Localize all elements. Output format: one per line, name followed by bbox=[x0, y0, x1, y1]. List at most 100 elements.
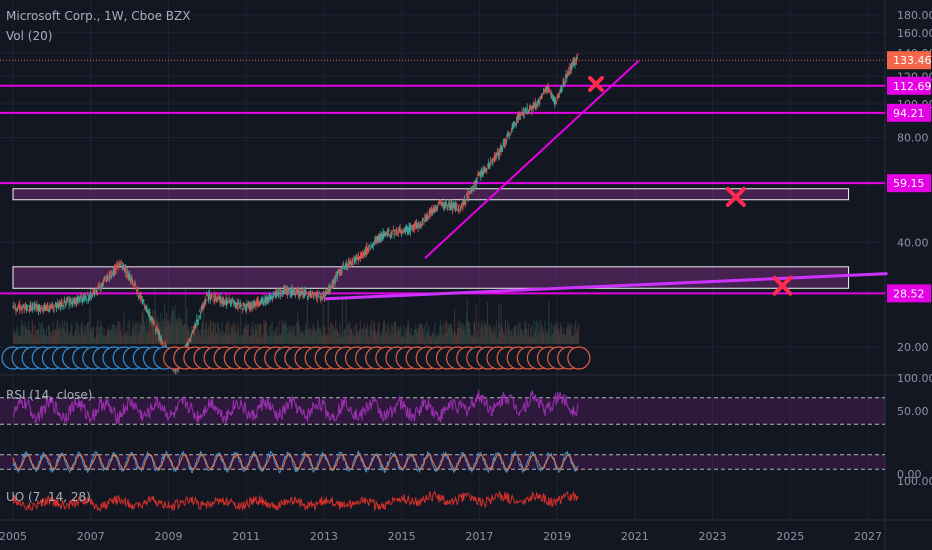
volume-bar bbox=[342, 337, 344, 344]
volume-bar bbox=[570, 323, 572, 344]
candle-body bbox=[52, 307, 54, 310]
volume-bar bbox=[148, 314, 150, 344]
candle-body bbox=[428, 212, 430, 214]
candle-body bbox=[368, 244, 371, 246]
candle-body bbox=[161, 339, 163, 343]
candle-body bbox=[294, 294, 297, 296]
candle-body bbox=[252, 302, 254, 305]
candle-body bbox=[301, 290, 303, 292]
volume-bar bbox=[27, 330, 29, 344]
candle-body bbox=[233, 300, 235, 302]
candle-body bbox=[164, 344, 167, 346]
candle-body bbox=[546, 86, 548, 91]
volume-bar bbox=[42, 323, 44, 344]
candle-body bbox=[351, 259, 353, 265]
candle-body bbox=[427, 215, 429, 218]
volume-bar bbox=[355, 324, 357, 344]
candle-body bbox=[417, 225, 419, 230]
volume-bar bbox=[53, 335, 55, 344]
candle-body bbox=[522, 113, 524, 115]
volume-bar bbox=[509, 331, 511, 344]
volume-bar bbox=[381, 331, 383, 344]
volume-bar bbox=[469, 328, 471, 344]
candle-body bbox=[541, 95, 543, 97]
volume-bar bbox=[28, 329, 30, 344]
volume-bar bbox=[456, 335, 458, 344]
candle-body bbox=[110, 276, 112, 278]
volume-bar bbox=[77, 336, 79, 344]
candle-body bbox=[567, 71, 569, 72]
candle-body bbox=[335, 275, 337, 282]
candle-body bbox=[538, 100, 540, 104]
candle-body bbox=[336, 274, 338, 279]
volume-bar bbox=[510, 335, 512, 344]
candle-body bbox=[526, 107, 528, 111]
volume-bar bbox=[318, 327, 320, 344]
candle-body bbox=[85, 299, 87, 301]
candle-body bbox=[66, 301, 68, 302]
candle-body bbox=[482, 168, 484, 174]
volume-bar bbox=[453, 309, 456, 344]
candle-body bbox=[62, 302, 64, 304]
candle-body bbox=[373, 241, 375, 243]
price-axis-tick: 80.00 bbox=[897, 132, 929, 145]
volume-bar bbox=[272, 335, 274, 344]
volume-bar bbox=[463, 330, 465, 344]
volume-bar bbox=[443, 334, 445, 344]
volume-bar bbox=[352, 334, 354, 344]
candle-body bbox=[342, 265, 344, 267]
volume-bar bbox=[131, 336, 133, 344]
candle-body bbox=[415, 224, 417, 229]
candle-body bbox=[144, 307, 146, 310]
candle-body bbox=[469, 191, 471, 192]
candle-body bbox=[328, 285, 330, 292]
volume-bar bbox=[485, 323, 487, 344]
candle-body bbox=[446, 207, 448, 209]
candle-body bbox=[489, 163, 491, 167]
candle-body bbox=[47, 305, 49, 310]
candle-body bbox=[202, 306, 205, 308]
volume-bar bbox=[335, 320, 337, 344]
volume-bar bbox=[291, 333, 293, 344]
candle-body bbox=[225, 297, 227, 303]
candle-body bbox=[556, 95, 558, 98]
volume-bar bbox=[140, 324, 142, 344]
candle-body bbox=[479, 172, 481, 177]
candle-body bbox=[439, 202, 442, 204]
volume-bar bbox=[235, 335, 237, 344]
candle-body bbox=[129, 277, 131, 282]
volume-bar bbox=[181, 320, 183, 344]
volume-bar bbox=[333, 329, 335, 344]
volume-bar bbox=[380, 336, 382, 344]
volume-bar bbox=[545, 328, 547, 344]
volume-label: Vol (20) bbox=[6, 29, 53, 43]
volume-bar bbox=[432, 332, 434, 344]
candle-body bbox=[306, 297, 309, 298]
volume-bar bbox=[37, 329, 39, 344]
candle-body bbox=[433, 209, 435, 212]
volume-bar bbox=[61, 320, 63, 344]
volume-bar bbox=[565, 333, 567, 344]
volume-bar bbox=[15, 326, 18, 344]
volume-bar bbox=[430, 335, 432, 344]
volume-bar bbox=[306, 298, 308, 344]
volume-bar bbox=[310, 328, 312, 344]
volume-bar bbox=[273, 331, 275, 344]
candle-body bbox=[128, 274, 130, 278]
candle-body bbox=[136, 291, 138, 294]
candle-body bbox=[333, 278, 335, 285]
candle-body bbox=[243, 306, 245, 310]
candle-body bbox=[72, 298, 75, 301]
candle-body bbox=[530, 107, 532, 109]
volume-bar bbox=[449, 323, 451, 344]
volume-bar bbox=[137, 323, 139, 344]
volume-bar bbox=[64, 330, 66, 344]
volume-bar bbox=[483, 320, 486, 344]
volume-bar bbox=[391, 323, 393, 344]
candle-body bbox=[13, 308, 16, 310]
volume-bar bbox=[515, 325, 517, 344]
volume-bar bbox=[48, 324, 50, 344]
candle-body bbox=[146, 305, 148, 310]
volume-bar bbox=[446, 331, 448, 344]
